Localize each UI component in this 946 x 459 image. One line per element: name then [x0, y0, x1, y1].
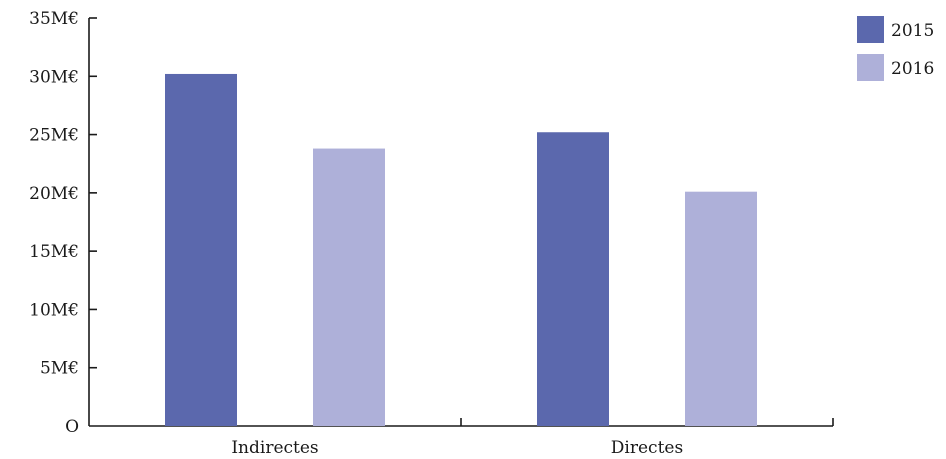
bar-2016-indirectes: [313, 148, 385, 426]
y-tick-label: 5M€: [40, 359, 79, 379]
y-tick-label: 25M€: [29, 126, 79, 146]
bar-2015-directes: [537, 132, 609, 427]
y-tick-label: 15M€: [29, 242, 79, 262]
legend-label-2016: 2016: [891, 59, 934, 79]
y-axis: O 5M€ 10M€ 15M€ 20M€ 25M€ 30M€ 35M€: [29, 9, 97, 437]
legend-swatch-2015: [857, 16, 884, 43]
x-tick-label: Directes: [611, 438, 683, 458]
y-tick-label: 35M€: [29, 9, 79, 29]
y-tick-label: 30M€: [29, 67, 79, 87]
bar-2016-directes: [685, 191, 757, 426]
bars: [165, 73, 757, 427]
y-tick-label: 20M€: [29, 184, 79, 204]
legend: 2015 2016: [857, 16, 934, 81]
x-tick-label: Indirectes: [231, 438, 318, 458]
legend-swatch-2016: [857, 54, 884, 81]
y-tick-label: 10M€: [29, 300, 79, 320]
legend-label-2015: 2015: [891, 21, 934, 41]
y-tick-label: O: [65, 417, 79, 437]
bar-2015-indirectes: [165, 73, 237, 426]
